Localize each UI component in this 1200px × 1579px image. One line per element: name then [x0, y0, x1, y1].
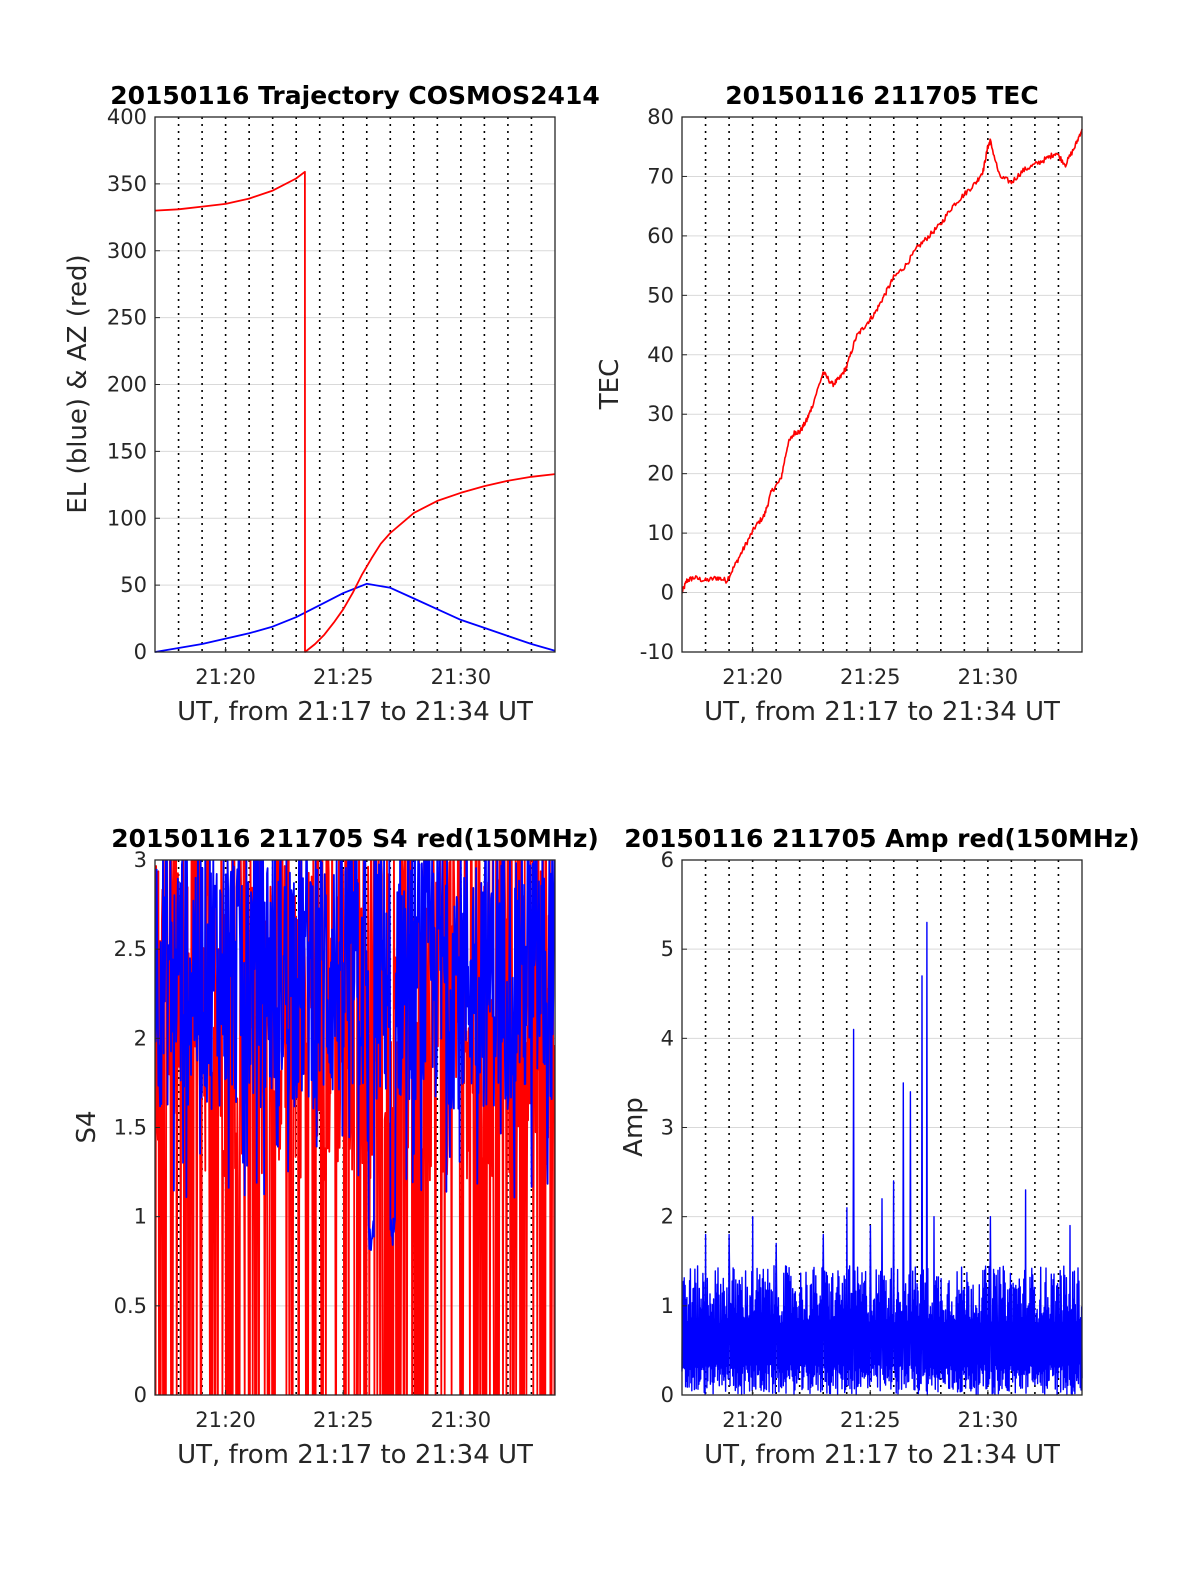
- tec-ticks: -10 0 10 20 30 40 50 60 70 80 21:20 21:25 21:30: [640, 105, 1018, 689]
- s4-ytick-label: 0: [134, 1383, 147, 1407]
- tec-ytick-label: 80: [647, 105, 674, 129]
- amp-ytick-label: 2: [661, 1205, 674, 1229]
- s4-series: [155, 860, 555, 1395]
- trajectory-ytick-label: 100: [107, 506, 147, 530]
- amp-ytick-label: 5: [661, 937, 674, 961]
- tec-panel: 20150116 211705 TEC -10 0 10 20 30 40 50 60 70 80…: [595, 81, 1083, 727]
- tec-ytick-label: 60: [647, 224, 674, 248]
- s4-ytick-label: 2: [134, 1026, 147, 1050]
- s4-xtick-label: 21:30: [431, 1408, 492, 1432]
- s4-title: 20150116 211705 S4 red(150MHz): [111, 824, 599, 853]
- az-line: [154, 170, 556, 653]
- tec-ytick-label: 20: [647, 462, 674, 486]
- trajectory-xtick-label: 21:30: [431, 665, 492, 689]
- s4-ticks: 0 0.5 1 1.5 2 2.5 3 21:20 21:25 21:30: [114, 848, 492, 1432]
- s4-ytick-label: 1.5: [114, 1116, 147, 1140]
- tec-axes-box: [681, 116, 1083, 653]
- tec-xtick-label: 21:30: [958, 665, 1019, 689]
- s4-ytick-label: 2.5: [114, 937, 147, 961]
- trajectory-ytick-label: 350: [107, 172, 147, 196]
- s4-xtick-label: 21:25: [313, 1408, 374, 1432]
- amp-grid: [682, 859, 1082, 1396]
- trajectory-xtick-label: 21:25: [313, 665, 374, 689]
- amp-xtick-label: 21:20: [722, 1408, 783, 1432]
- tec-xtick-label: 21:20: [722, 665, 783, 689]
- amp-xtick-label: 21:30: [958, 1408, 1019, 1432]
- s4-ytick-label: 1: [134, 1205, 147, 1229]
- s4-panel: 20150116 211705 S4 red(150MHz) 0 0.5 1 1.5 2…: [72, 824, 599, 1470]
- tec-xtick-label: 21:25: [840, 665, 901, 689]
- el-line: [154, 582, 556, 653]
- trajectory-ticks: 0 50 100 150 200 250 300 350 400 21:20 21:25 21:30: [107, 105, 491, 689]
- trajectory-ytick-label: 300: [107, 239, 147, 263]
- tec-ytick-label: 10: [647, 521, 674, 545]
- tec-title: 20150116 211705 TEC: [725, 81, 1038, 110]
- trajectory-ytick-label: 150: [107, 439, 147, 463]
- trajectory-xtick-label: 21:20: [195, 665, 256, 689]
- amp-ytick-label: 6: [661, 848, 674, 872]
- s4-xtick-label: 21:20: [195, 1408, 256, 1432]
- trajectory-ylabel: EL (blue) & AZ (red): [63, 254, 93, 513]
- trajectory-series: [154, 170, 556, 653]
- s4-ytick-label: 0.5: [114, 1294, 147, 1318]
- tec-grid: [682, 116, 1082, 653]
- tec-ytick-label: -10: [640, 640, 674, 664]
- trajectory-title: 20150116 Trajectory COSMOS2414: [110, 81, 600, 110]
- amp-xtick-label: 21:25: [840, 1408, 901, 1432]
- amp-ytick-label: 4: [661, 1026, 674, 1050]
- s4-ylabel: S4: [72, 1110, 102, 1143]
- trajectory-panel: 20150116 Trajectory COSMOS2414 0 50 100 150…: [63, 81, 600, 727]
- tec-line: [681, 128, 1083, 594]
- trajectory-ytick-label: 0: [134, 640, 147, 664]
- amp-series: [681, 921, 1083, 1396]
- tec-ytick-label: 40: [647, 343, 674, 367]
- trajectory-xlabel: UT, from 21:17 to 21:34 UT: [177, 697, 533, 727]
- trajectory-ytick-label: 250: [107, 306, 147, 330]
- amp-line: [681, 921, 1083, 1396]
- tec-ytick-label: 0: [661, 581, 674, 605]
- tec-ytick-label: 70: [647, 164, 674, 188]
- amp-ytick-label: 0: [661, 1383, 674, 1407]
- s4-xlabel: UT, from 21:17 to 21:34 UT: [177, 1440, 533, 1470]
- s4-ytick-label: 3: [134, 848, 147, 872]
- trajectory-grid: [155, 116, 555, 653]
- amp-ytick-label: 3: [661, 1116, 674, 1140]
- amp-title: 20150116 211705 Amp red(150MHz): [624, 824, 1140, 853]
- amp-ticks: 0 1 2 3 4 5 6 21:20 21:25 21:30: [661, 848, 1018, 1432]
- tec-xlabel: UT, from 21:17 to 21:34 UT: [704, 697, 1060, 727]
- tec-series: [681, 128, 1083, 594]
- amp-ylabel: Amp: [619, 1097, 649, 1157]
- tec-ylabel: TEC: [595, 359, 625, 410]
- trajectory-ytick-label: 400: [107, 105, 147, 129]
- tec-ytick-label: 30: [647, 402, 674, 426]
- amp-xlabel: UT, from 21:17 to 21:34 UT: [704, 1440, 1060, 1470]
- amp-ytick-label: 1: [661, 1294, 674, 1318]
- tec-ytick-label: 50: [647, 283, 674, 307]
- trajectory-ytick-label: 200: [107, 373, 147, 397]
- amp-panel: 20150116 211705 Amp red(150MHz) 0 1 2 3 4 5 6 2…: [619, 824, 1140, 1470]
- trajectory-ytick-label: 50: [120, 573, 147, 597]
- s4-blue-line: [155, 860, 555, 1251]
